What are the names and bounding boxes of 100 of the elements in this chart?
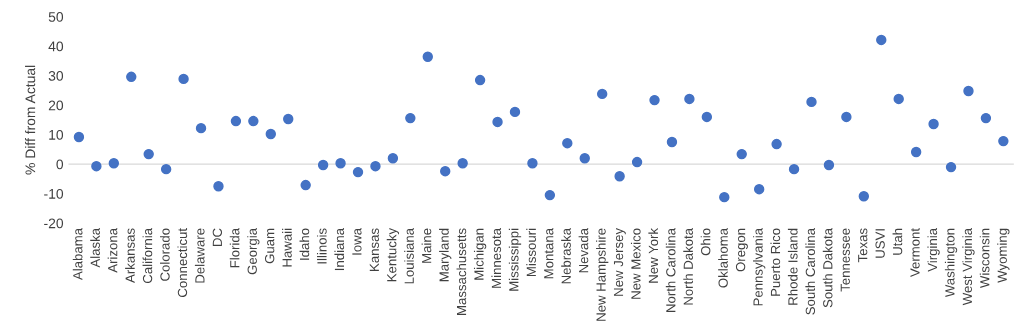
point: [614, 171, 625, 182]
point: [178, 73, 189, 85]
point: [230, 115, 242, 127]
x-tick-label: Rhode Island: [787, 228, 798, 305]
x-tick-label: Colorado: [160, 228, 170, 281]
x-tick-label: Ohio: [700, 228, 711, 256]
x-tick-label: New York: [648, 227, 659, 283]
x-tick-label: Minnesota: [491, 227, 502, 288]
x-tick-label: North Carolina: [665, 227, 676, 312]
point: [753, 183, 765, 195]
point: [440, 166, 451, 177]
point: [248, 115, 259, 127]
point: [684, 93, 695, 105]
x-tick-label: Puerto Rico: [770, 228, 781, 296]
point: [579, 153, 590, 164]
point: [736, 148, 747, 160]
point: [562, 137, 573, 149]
x-tick-label: Missouri: [526, 228, 536, 277]
x-tick-label: Alabama: [72, 227, 83, 281]
x-tick-label: Oregon: [735, 228, 748, 272]
x-tick-label: Vermont: [910, 228, 920, 278]
point: [910, 146, 922, 158]
y-tick-label: 0: [56, 159, 64, 170]
y-axis-title: % Diff from Actual: [25, 65, 36, 175]
y-tick-label: 30: [48, 70, 64, 81]
x-tick-label: Wyoming: [997, 228, 1010, 283]
x-tick-label: Kentucky: [386, 227, 400, 282]
x-tick-label: Mississippi: [508, 228, 522, 291]
point: [928, 118, 939, 130]
point: [300, 179, 311, 191]
x-tick-label: Maine: [421, 228, 432, 263]
point: [73, 131, 85, 143]
point: [841, 111, 852, 123]
x-tick-label: Florida: [229, 227, 240, 268]
point: [126, 71, 137, 83]
point: [945, 161, 957, 173]
point: [213, 181, 224, 192]
y-tick-label: 10: [49, 129, 64, 140]
y-tick-label: -20: [44, 218, 64, 229]
x-tick-label: Michigan: [473, 228, 487, 280]
x-tick-label: Maryland: [439, 228, 452, 282]
point: [719, 191, 730, 203]
x-tick-label: Tennessee: [840, 228, 850, 292]
point: [474, 74, 486, 86]
point: [980, 112, 992, 124]
point: [963, 85, 974, 97]
point: [265, 128, 276, 140]
x-tick-label: Utah: [892, 228, 903, 255]
point: [317, 159, 329, 171]
x-tick-label: North Dakota: [683, 227, 693, 305]
point: [527, 158, 538, 169]
point: [352, 166, 364, 178]
x-tick-label: Hawaii: [282, 228, 292, 267]
y-tick-label: -10: [44, 188, 64, 199]
point: [788, 163, 800, 175]
point: [544, 189, 556, 201]
point: [509, 106, 521, 118]
x-tick-label: Arkansas: [125, 228, 135, 283]
point: [91, 160, 102, 172]
point: [108, 158, 120, 169]
y-tick-label: 50: [48, 11, 64, 22]
point: [283, 113, 294, 125]
point: [143, 148, 154, 160]
point: [823, 159, 835, 171]
x-tick-label: Montana: [544, 227, 554, 279]
x-tick-label: Pennsylvania: [753, 227, 766, 306]
x-tick-label: Massachusetts: [456, 228, 467, 315]
x-tick-label: New Mexico: [630, 228, 641, 299]
point: [876, 34, 887, 46]
x-tick-label: Indiana: [334, 227, 345, 271]
x-tick-label: Alaska: [90, 227, 100, 268]
point: [422, 51, 433, 62]
x-tick-label: Kansas: [369, 228, 379, 271]
x-tick-label: USVI: [875, 229, 885, 258]
x-tick-label: Guam: [265, 228, 275, 264]
x-tick-label: Iowa: [352, 227, 362, 255]
x-tick-label: South Dakota: [822, 227, 833, 308]
x-tick-label: Texas: [858, 228, 868, 263]
x-tick-label: Nevada: [578, 227, 589, 273]
x-tick-label: California: [142, 227, 153, 284]
point: [405, 112, 416, 124]
point: [771, 138, 782, 150]
x-tick-label: DC: [212, 228, 223, 246]
x-tick-label: Connecticut: [177, 228, 188, 297]
x-tick-label: New Jersey: [613, 227, 626, 296]
point: [457, 158, 468, 169]
point: [701, 111, 713, 123]
point: [160, 163, 172, 175]
x-tick-label: Washington: [944, 228, 958, 298]
x-tick-label: Nebraska: [561, 227, 571, 284]
point: [195, 122, 207, 134]
point: [998, 135, 1009, 147]
x-tick-label: Delaware: [194, 228, 205, 283]
point: [649, 94, 660, 106]
point: [492, 116, 503, 128]
x-tick-label: Idaho: [299, 228, 310, 260]
point: [335, 158, 346, 169]
x-tick-label: Virginia: [927, 227, 940, 272]
point: [370, 160, 381, 172]
point: [858, 191, 870, 202]
